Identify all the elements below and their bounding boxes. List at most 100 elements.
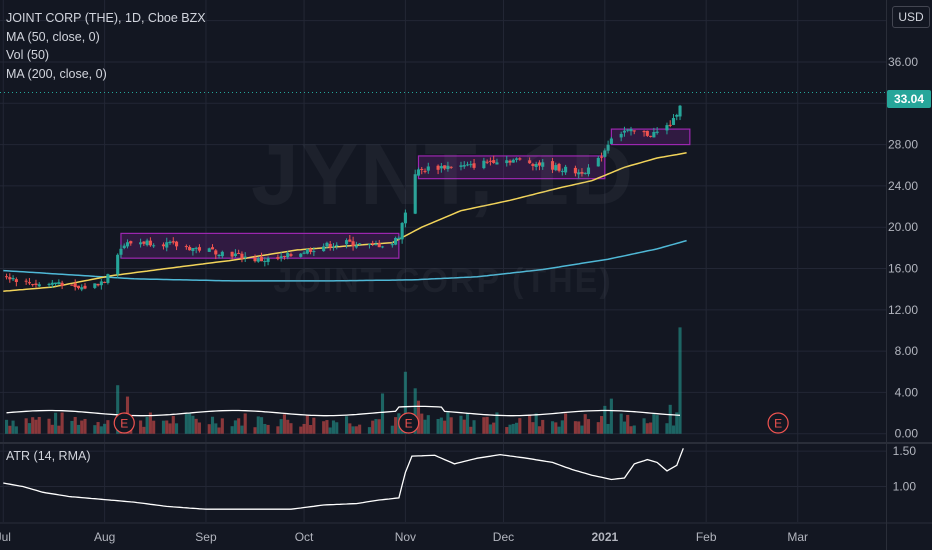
candle-body xyxy=(99,281,103,286)
candle xyxy=(83,283,87,290)
candle xyxy=(515,157,519,163)
candle-body xyxy=(50,282,54,285)
candle xyxy=(358,242,362,246)
candle xyxy=(93,283,97,290)
volume-bar xyxy=(482,417,486,434)
candle-body xyxy=(37,284,41,287)
candle-body xyxy=(103,281,107,283)
candle-body xyxy=(106,274,110,283)
volume-ma-line xyxy=(6,405,681,417)
volume-bar xyxy=(642,418,646,434)
candle-body xyxy=(413,174,417,214)
candle-body xyxy=(207,248,211,252)
candle xyxy=(152,243,156,248)
candle-body xyxy=(47,283,51,285)
candle-body xyxy=(142,241,146,244)
volume-legend[interactable]: Vol (50) xyxy=(6,48,50,62)
volume-bar xyxy=(282,414,286,434)
candle xyxy=(511,158,515,163)
candle xyxy=(374,240,378,246)
ma50-legend[interactable]: MA (50, close, 0) xyxy=(6,29,100,44)
volume-bar xyxy=(423,419,427,434)
candle xyxy=(446,161,450,172)
volume-bar xyxy=(560,420,564,434)
candle-body xyxy=(8,277,12,280)
candle-body xyxy=(139,242,143,245)
candle-body xyxy=(299,253,303,257)
candle xyxy=(217,253,221,259)
price-tick-label: 20.00 xyxy=(888,220,918,234)
candle xyxy=(34,279,38,288)
candle-body xyxy=(165,242,169,248)
candle xyxy=(649,135,653,138)
candle xyxy=(426,162,430,174)
candle xyxy=(675,113,679,121)
candle xyxy=(671,114,676,126)
volume-bar xyxy=(54,412,58,434)
candle-body xyxy=(125,242,130,247)
currency-button[interactable]: USD xyxy=(892,6,930,28)
symbol-title[interactable]: JOINT CORP (THE), 1D, Cboe BZX xyxy=(6,11,206,25)
volume-bar xyxy=(469,426,473,434)
candle xyxy=(60,280,64,290)
candle xyxy=(537,160,541,171)
candle xyxy=(54,282,58,287)
candle xyxy=(106,273,110,285)
candle xyxy=(214,249,218,260)
candle-body xyxy=(488,160,492,162)
candle xyxy=(482,157,486,170)
volume-bar xyxy=(259,417,264,434)
volume-bar xyxy=(534,413,538,434)
volume-bar xyxy=(24,418,28,434)
volume-bar xyxy=(626,414,630,434)
candle-body xyxy=(233,253,237,256)
candle-body xyxy=(557,163,561,171)
candle xyxy=(443,165,447,171)
volume-bar xyxy=(116,385,120,434)
time-tick-label: 2021 xyxy=(591,530,618,544)
candle xyxy=(423,168,427,174)
volume-bar xyxy=(439,417,443,434)
candle-body xyxy=(619,133,623,138)
candle-body xyxy=(345,240,349,245)
candle xyxy=(619,131,623,142)
candle xyxy=(50,280,54,288)
candle xyxy=(655,127,659,135)
candle xyxy=(240,251,244,263)
volume-bar xyxy=(348,423,352,434)
volume-bar xyxy=(171,415,175,434)
candle-body xyxy=(426,166,430,171)
candle-body xyxy=(354,245,358,248)
candle xyxy=(403,209,407,228)
candle xyxy=(626,128,630,133)
candle-body xyxy=(528,160,532,164)
candle-body xyxy=(348,239,352,242)
candle-body xyxy=(586,167,591,175)
candle xyxy=(122,243,126,250)
volume-bar xyxy=(152,420,156,434)
candle xyxy=(606,140,610,154)
price-tick-label: 0.00 xyxy=(895,427,919,441)
candle-body xyxy=(626,129,630,131)
volume-bar xyxy=(194,418,198,434)
candle xyxy=(596,155,600,167)
time-tick-label: Sep xyxy=(195,530,217,544)
volume-bar xyxy=(645,423,649,434)
volume-bar xyxy=(106,420,110,434)
volume-bar xyxy=(515,422,519,434)
candle xyxy=(331,243,336,251)
candle-body xyxy=(469,164,473,166)
candle-body xyxy=(80,287,84,290)
ma200-legend[interactable]: MA (200, close, 0) xyxy=(6,66,107,81)
candle-body xyxy=(371,242,375,244)
candle-body xyxy=(629,129,633,132)
atr-legend[interactable]: ATR (14, RMA) xyxy=(6,449,91,463)
candle xyxy=(256,256,260,263)
volume-bar xyxy=(266,424,270,434)
volume-bar xyxy=(103,423,107,434)
candle xyxy=(459,161,463,171)
candle-body xyxy=(649,135,653,137)
volume-bar xyxy=(197,422,201,434)
